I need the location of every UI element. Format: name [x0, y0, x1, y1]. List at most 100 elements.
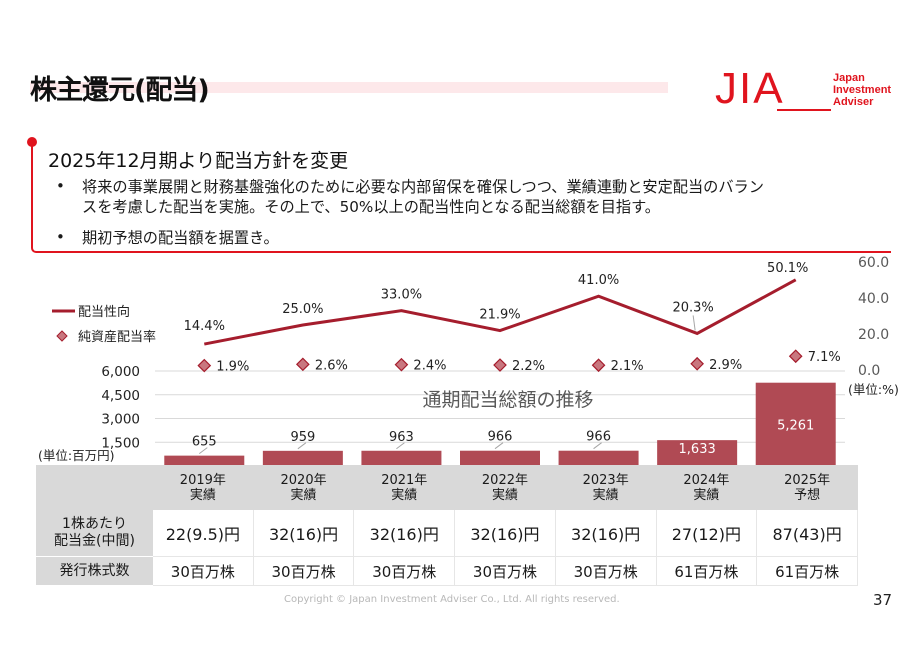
bar-label-leader — [396, 442, 405, 450]
policy-marker-dot — [27, 137, 37, 147]
bar — [361, 450, 442, 466]
bar-value-label: 5,261 — [777, 418, 814, 433]
logo-line-1: Japan — [833, 72, 865, 84]
table-cell: 22(9.5)円 — [152, 509, 254, 557]
table-cell: 30百万株 — [353, 556, 456, 586]
row-label-shares-outstanding: 発行株式数 — [36, 556, 153, 586]
doe-diamond-marker — [197, 358, 212, 373]
header-year: 2019年 — [179, 472, 226, 488]
bar-value-label: 1,633 — [679, 442, 716, 457]
header-year: 2025年 — [784, 472, 831, 488]
header-kind: 実績 — [491, 487, 518, 503]
table-row-shares-outstanding: 発行株式数 30百万株 30百万株 30百万株 30百万株 30百万株 61百万… — [36, 556, 858, 586]
doe-value-label: 2.4% — [413, 359, 446, 374]
dividend-chart: 1,500 3,000 4,500 6,000 0.0 20.0 40.0 60.0 655 95… — [38, 255, 899, 466]
table-cell: 30百万株 — [554, 556, 657, 586]
line-label-leader — [692, 315, 696, 331]
table-header-cell: 2019年 実績 — [152, 465, 254, 510]
header-kind: 実績 — [290, 487, 317, 503]
doe-diamond-marker — [296, 357, 310, 372]
table-cell: 61百万株 — [756, 556, 858, 586]
header-year: 2023年 — [582, 472, 629, 488]
doe-diamond-marker — [788, 349, 803, 364]
table-cell: 30百万株 — [454, 556, 556, 586]
bar — [657, 440, 738, 466]
bar — [262, 450, 343, 466]
table-header-cell: 2024年 実績 — [655, 465, 758, 510]
right-axis-tick-label: 0.0 — [858, 363, 880, 379]
bar-value-label: 966 — [586, 430, 611, 445]
policy-bullet-1: 将来の事業展開と財務基盤強化のために必要な内部留保を確保しつつ、業績連動と安定配… — [82, 177, 764, 217]
doe-diamond-marker — [394, 357, 409, 372]
logo-underline — [777, 109, 831, 111]
doe-value-label: 2.9% — [709, 358, 742, 373]
bullet-glyph: • — [56, 228, 65, 246]
bar-value-label: 966 — [488, 430, 513, 445]
logo-line-2: Investment — [833, 84, 892, 96]
bar-value-label: 963 — [389, 430, 414, 445]
policy-heading: 2025年12月期より配当方針を変更 — [48, 150, 349, 172]
policy-bullet-2: 期初予想の配当額を据置き。 — [82, 229, 279, 247]
doe-value-label: 1.9% — [216, 360, 249, 375]
bar-label-leader — [198, 447, 208, 455]
header-kind: 実績 — [189, 487, 216, 503]
table-cell: 30百万株 — [252, 556, 355, 586]
payout-ratio-label: 14.4% — [184, 319, 225, 334]
legend-label-payout-ratio: 配当性向 — [78, 304, 130, 320]
payout-ratio-label: 50.1% — [767, 261, 808, 276]
policy-bullet-1-line-2: スを考慮した配当を実施。その上で、50%以上の配当性向となる配当総額を目指す。 — [82, 198, 660, 216]
header-kind: 実績 — [391, 487, 418, 503]
logo-line-3: Adviser — [833, 96, 874, 108]
doe-diamond-marker — [493, 358, 507, 372]
bar-value-label: 655 — [192, 435, 217, 450]
table-cell: 32(16)円 — [353, 509, 456, 557]
doe-value-label: 2.2% — [512, 359, 545, 374]
dividend-table: 2019年 実績 2020年 実績 2021年 実績 2022年 実績 2023年 実績 … — [36, 465, 858, 586]
table-header-cell: 2021年 実績 — [353, 465, 456, 510]
payout-ratio-label: 25.0% — [282, 302, 323, 317]
bar — [558, 450, 639, 466]
header-kind: 実績 — [693, 487, 720, 503]
bullet-glyph: • — [56, 177, 65, 195]
right-axis-tick-label: 20.0 — [858, 327, 889, 343]
page-number: 37 — [873, 591, 893, 609]
doe-diamond-marker — [690, 356, 704, 371]
bar — [755, 382, 836, 466]
header-year: 2024年 — [683, 472, 730, 488]
table-header-cell: 2023年 実績 — [554, 465, 657, 510]
doe-value-label: 2.1% — [611, 359, 644, 374]
bar-value-label: 959 — [290, 430, 315, 445]
label-layer: 1,500 3,000 4,500 6,000 0.0 20.0 40.0 60.0 655 95… — [101, 255, 889, 457]
header-year: 2020年 — [280, 472, 327, 488]
table-cell: 30百万株 — [152, 556, 254, 586]
company-logo: JIA Japan Investment Adviser — [715, 64, 895, 114]
payout-ratio-label: 33.0% — [381, 288, 422, 303]
legend: 配当性向 純資産配当率 — [52, 304, 156, 345]
logo-mark: JIA — [715, 64, 785, 113]
chart-title: 通期配当総額の推移 — [422, 389, 593, 411]
left-axis-tick-label: 4,500 — [101, 388, 140, 404]
doe-value-label: 7.1% — [808, 350, 841, 365]
title-underline-band — [30, 82, 668, 93]
right-axis-tick-label: 60.0 — [858, 255, 889, 271]
left-axis-unit: (単位:百万円) — [38, 448, 114, 463]
bar — [460, 450, 540, 466]
logo-wordmark: Japan Investment Adviser — [833, 72, 891, 108]
table-cell: 32(16)円 — [554, 509, 657, 557]
left-axis-tick-label: 3,000 — [101, 412, 140, 428]
bar-label-leader — [494, 442, 504, 450]
page-title: 株主還元(配当) — [30, 75, 210, 106]
bar — [164, 455, 245, 466]
left-axis-tick-label: 6,000 — [101, 364, 140, 380]
marker-layer — [197, 349, 803, 373]
legend-label-doe: 純資産配当率 — [78, 329, 156, 345]
table-header-cell: 2020年 実績 — [252, 465, 355, 510]
bar-label-leader — [593, 442, 602, 450]
header-year: 2022年 — [481, 472, 528, 488]
payout-ratio-label: 20.3% — [672, 300, 713, 315]
row-label-dividend-per-share: 1株あたり 配当金(中間) — [36, 509, 153, 557]
header-year: 2021年 — [381, 472, 428, 488]
table-header-blank — [36, 465, 153, 510]
header-kind: 予想 — [794, 487, 821, 503]
table-cell: 27(12)円 — [655, 509, 758, 557]
